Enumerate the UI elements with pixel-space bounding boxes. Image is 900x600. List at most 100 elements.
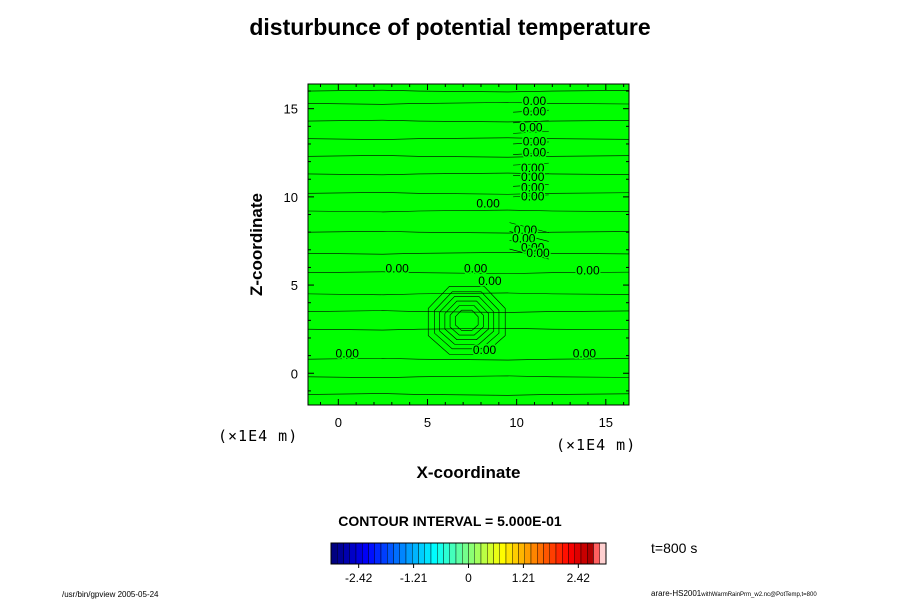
colorbar-cell <box>405 542 413 565</box>
colorbar-tick-label: -2.42 <box>345 571 373 585</box>
colorbar-cell <box>493 542 500 565</box>
contour-line <box>513 194 549 198</box>
colorbar-cell <box>537 542 544 565</box>
contour-line <box>307 155 630 158</box>
contour-line <box>307 172 630 176</box>
contour-line <box>513 141 549 145</box>
contour-line <box>307 192 630 195</box>
contour-label: 0.00 <box>512 232 536 246</box>
contour-line <box>444 300 489 340</box>
colorbar-cell <box>368 542 375 565</box>
contour-line <box>307 137 630 140</box>
contour-label: 0.00 <box>521 189 545 203</box>
colorbar-tick-label: 0 <box>465 571 472 585</box>
colorbar-cell <box>355 542 363 565</box>
colorbar-cell <box>374 542 382 565</box>
contour-line <box>509 248 549 260</box>
contour-line <box>307 310 630 313</box>
plot-fill <box>308 84 629 405</box>
contour-line <box>513 109 549 113</box>
contour-lines <box>307 89 630 396</box>
contour-label: 0.00 <box>464 262 488 276</box>
contour-label: 0.00 <box>478 274 502 288</box>
contour-interval-text: CONTOUR INTERVAL = 5.000E-01 <box>338 513 562 529</box>
contour-line <box>513 152 549 155</box>
contour-label: 0.00 <box>526 246 550 260</box>
colorbar-cell <box>499 542 507 565</box>
contour-label: 0.00 <box>576 263 600 277</box>
y-axis-label: Z-coordinate <box>247 193 266 296</box>
colorbar-cell <box>343 542 350 565</box>
x-tick-label: 5 <box>424 415 431 430</box>
x-unit-left: (×1E4 m) <box>218 427 299 445</box>
colorbar-cell <box>418 542 425 565</box>
contour-label: 0.00 <box>473 343 497 357</box>
contour-label: 0.00 <box>336 346 360 360</box>
contour-line <box>307 393 630 396</box>
contour-line <box>307 119 630 123</box>
contour-line <box>513 162 549 166</box>
colorbar-cell <box>412 542 419 565</box>
contour-label: 0.00 <box>521 181 545 195</box>
colorbar-cell <box>512 542 519 565</box>
colorbar-cell <box>593 542 600 565</box>
colorbar-cell <box>330 542 338 565</box>
colorbar-cell <box>455 542 463 565</box>
colorbar-cell <box>468 542 475 565</box>
colorbar-cell <box>362 542 369 565</box>
footer-right: arare-HS2001withWarmRainPrm_w2.nc@PotTem… <box>651 589 817 598</box>
contour-line <box>307 357 630 361</box>
colorbar-tick-label: -1.21 <box>400 571 428 585</box>
colorbar-cell <box>462 542 469 565</box>
contour-line <box>513 173 549 177</box>
colorbar-cell <box>424 542 432 565</box>
contour-label: 0.00 <box>521 170 545 184</box>
colorbar-cell <box>518 542 525 565</box>
colorbar-cell <box>562 542 569 565</box>
x-tick-label: 0 <box>335 415 342 430</box>
colorbar-cell <box>580 542 588 565</box>
footer-left: /usr/bin/gpview 2005-05-24 <box>62 590 159 599</box>
contour-label: 0.00 <box>523 145 547 159</box>
colorbar-cell <box>543 542 550 565</box>
contour-line <box>307 102 630 105</box>
colorbar-cell <box>399 542 407 565</box>
contour-line <box>307 230 630 234</box>
contour-line <box>509 231 549 242</box>
contour-line <box>509 239 549 251</box>
contour-line <box>307 271 630 274</box>
colorbar-cell <box>387 542 394 565</box>
contour-line <box>439 296 495 345</box>
y-tick-label: 5 <box>291 278 298 293</box>
colorbar-cell <box>555 542 563 565</box>
colorbar-cell <box>449 542 457 565</box>
contour-label: 0.00 <box>514 223 538 237</box>
colorbar-cell <box>443 542 450 565</box>
y-tick-label: 0 <box>291 366 298 381</box>
contour-label: 0.00 <box>385 262 409 276</box>
colorbar-cell <box>549 542 557 565</box>
chart-title: disturbunce of potential temperature <box>249 14 651 40</box>
contour-label: 0.00 <box>573 346 597 360</box>
contour-label: 0.00 <box>476 196 500 210</box>
contour-label: 0.00 <box>523 105 547 119</box>
contour-label: 0.00 <box>519 121 543 135</box>
contour-line <box>307 89 630 93</box>
contour-line <box>449 305 484 336</box>
x-tick-label: 10 <box>509 415 523 430</box>
contour-label: 0.00 <box>523 94 547 108</box>
x-unit-right: (×1E4 m) <box>556 436 637 454</box>
colorbar-cell <box>393 542 400 565</box>
contour-line <box>513 183 549 187</box>
y-tick-label: 15 <box>284 102 298 117</box>
y-tick-label: 10 <box>284 190 298 205</box>
colorbar-cell <box>599 542 607 565</box>
footer-right-main: arare-HS2001 <box>651 589 702 598</box>
contour-line <box>307 209 630 213</box>
contour-line <box>427 286 506 355</box>
colorbar-cell <box>474 542 482 565</box>
colorbar-cell <box>505 542 513 565</box>
colorbar-cell <box>587 542 594 565</box>
colorbar-cell <box>337 542 344 565</box>
